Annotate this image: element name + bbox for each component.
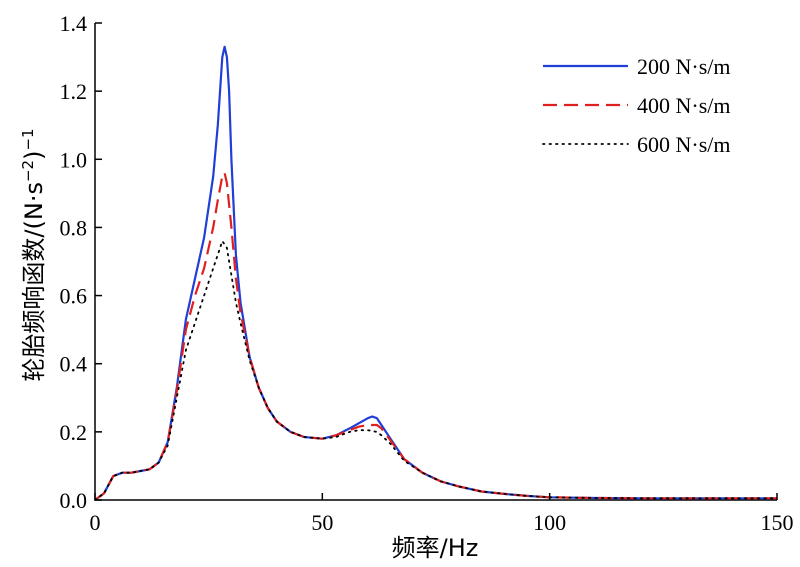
- legend-label-3: 600 N·s/m: [637, 132, 731, 157]
- y-axis-title-close: ): [20, 151, 48, 160]
- legend: 200 N·s/m 400 N·s/m 600 N·s/m: [542, 54, 731, 157]
- y-tick-label: 0.6: [60, 284, 88, 309]
- series-line-2: [94, 171, 777, 501]
- y-tick-label: 0.2: [60, 420, 88, 445]
- ticks-layer: 0 50 100 150 0.0 0.2 0.4 0.6 0.8 1.0 1.2 1.4: [60, 11, 794, 535]
- series-layer: [94, 45, 778, 501]
- y-axis-title-outer-exponent: −1: [19, 128, 37, 150]
- y-tick-label: 1.4: [60, 11, 88, 36]
- y-tick-label: 1.2: [60, 79, 88, 104]
- x-axis-title: 频率/Hz: [392, 534, 479, 562]
- y-axis-title-main: 轮胎频响函数/(N·s: [20, 182, 48, 382]
- y-axis-title: 轮胎频响函数/(N·s−2)−1: [19, 128, 48, 381]
- x-tick-label: 50: [311, 510, 333, 535]
- x-tick-label: 150: [761, 510, 794, 535]
- y-tick-label: 0.4: [60, 352, 88, 377]
- y-tick-label: 0.0: [60, 488, 88, 513]
- y-axis-title-inner-exponent: −2: [19, 160, 37, 182]
- legend-label-2: 400 N·s/m: [637, 93, 731, 118]
- legend-label-1: 200 N·s/m: [637, 54, 731, 79]
- series-line-3: [94, 240, 778, 501]
- x-tick-label: 0: [90, 510, 101, 535]
- x-tick-label: 100: [533, 510, 566, 535]
- plot-frame: [94, 23, 777, 501]
- y-tick-label: 0.8: [60, 215, 88, 240]
- y-tick-label: 1.0: [60, 147, 88, 172]
